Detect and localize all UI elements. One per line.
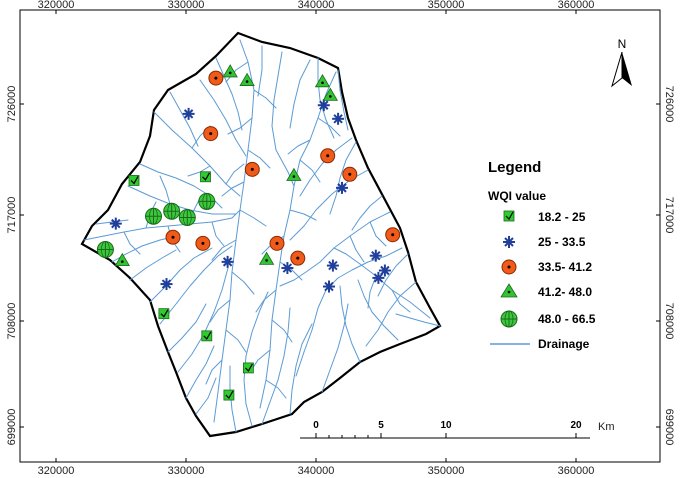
drainage-network — [83, 39, 441, 433]
wqi-point-class-3-10 — [385, 227, 401, 243]
scale-tick-5: 5 — [378, 420, 384, 431]
wqi-point-class-1-3 — [201, 330, 213, 342]
wqi-point-class-5-3 — [163, 202, 181, 220]
wqi-point-class-4-3 — [286, 167, 302, 181]
wqi-point-class-3-1 — [208, 70, 224, 86]
wqi-point-class-4-6 — [322, 87, 338, 101]
north-label: N — [618, 37, 627, 51]
wqi-point-class-2-11 — [369, 249, 382, 262]
wqi-point-class-2-4 — [160, 278, 173, 291]
scale-unit: Km — [598, 421, 615, 433]
x-tick-bottom-4: 350000 — [428, 465, 465, 477]
frame-ticks — [20, 10, 660, 462]
wqi-point-class-3-5 — [195, 235, 211, 251]
wqi-point-class-2-5 — [281, 262, 294, 275]
wqi-point-class-2-1 — [109, 217, 122, 230]
x-tick-bottom-5: 360000 — [558, 465, 595, 477]
y-tick-right-1: 726000 — [663, 86, 675, 123]
x-tick-top-5: 360000 — [558, 0, 595, 11]
wqi-point-class-1-6 — [200, 171, 211, 183]
scale-tick-10: 10 — [440, 420, 452, 431]
legend-label-class-3: 33.5- 41.2 — [538, 260, 592, 274]
wqi-point-class-2-2 — [182, 107, 195, 120]
legend-label-class-2: 25 - 33.5 — [538, 235, 586, 249]
wqi-point-class-4-2 — [239, 72, 255, 86]
wqi-point-class-5-4 — [178, 208, 196, 226]
wqi-point-class-5-1 — [96, 241, 114, 259]
legend: Legend WQI value 18.2 - 25 25 - 33.5 33.… — [488, 159, 596, 351]
legend-title: Legend — [488, 159, 541, 176]
wqi-point-class-3-2 — [203, 126, 219, 142]
scale-bar: 0 5 10 20 Km — [300, 420, 615, 439]
wqi-point-class-2-12 — [378, 264, 391, 277]
y-tick-right-4: 699000 — [663, 409, 675, 446]
y-tick-right-2: 717000 — [663, 197, 675, 234]
x-tick-top-4: 350000 — [428, 0, 465, 11]
wqi-point-class-2-9 — [326, 259, 339, 272]
wqi-point-class-2-8 — [336, 181, 348, 194]
y-tick-left-4: 699000 — [6, 409, 18, 446]
legend-symbol-class-2 — [503, 236, 515, 248]
wqi-point-class-1-5 — [223, 389, 235, 401]
y-tick-left-1: 726000 — [6, 86, 18, 123]
legend-symbol-class-1 — [503, 210, 515, 222]
wqi-point-class-4-7 — [114, 252, 130, 267]
scale-tick-20: 20 — [570, 420, 582, 431]
wqi-point-class-2-6 — [317, 99, 330, 112]
legend-label-class-5: 48.0 - 66.5 — [538, 312, 596, 326]
wqi-point-class-2-13 — [372, 271, 385, 284]
scale-tick-0: 0 — [313, 420, 319, 431]
x-tick-bottom-3: 340000 — [298, 465, 335, 477]
wqi-point-class-4-4 — [258, 251, 275, 265]
legend-symbol-class-3 — [501, 259, 517, 275]
wqi-point-class-3-6 — [269, 235, 285, 251]
wqi-point-class-5-5 — [198, 192, 216, 210]
wqi-point-class-2-10 — [323, 280, 335, 293]
y-tick-left-2: 717000 — [6, 197, 18, 234]
legend-label-class-1: 18.2 - 25 — [538, 210, 586, 224]
north-arrow-icon — [622, 52, 632, 86]
wqi-point-class-1-1 — [128, 175, 140, 186]
legend-label-class-4: 41.2- 48.0 — [538, 285, 592, 299]
x-tick-bottom-1: 320000 — [38, 465, 75, 477]
wqi-point-class-1-4 — [242, 362, 254, 374]
legend-symbol-class-4 — [500, 283, 518, 298]
wqi-point-class-3-3 — [244, 161, 260, 177]
wqi-point-class-3-4 — [165, 229, 181, 245]
wqi-point-class-3-8 — [320, 148, 336, 164]
x-tick-top-3: 340000 — [298, 0, 335, 11]
y-tick-left-3: 708000 — [6, 303, 18, 340]
y-tick-right-3: 708000 — [663, 303, 675, 340]
wqi-point-class-2-7 — [332, 112, 345, 125]
wqi-point-class-2-3 — [221, 255, 234, 268]
legend-subtitle: WQI value — [488, 189, 546, 203]
wqi-point-class-3-7 — [290, 250, 306, 266]
wqi-point-class-3-9 — [342, 166, 358, 182]
wqi-point-class-5-2 — [145, 207, 162, 225]
wqi-point-class-4-5 — [314, 74, 331, 88]
wqi-point-class-4-1 — [222, 64, 238, 78]
watershed-boundary — [80, 31, 442, 438]
wqi-point-class-1-2 — [158, 308, 170, 320]
wqi-points — [96, 64, 401, 401]
x-tick-bottom-2: 330000 — [168, 465, 205, 477]
x-tick-top-2: 330000 — [168, 0, 205, 11]
legend-symbol-class-5 — [500, 310, 518, 328]
legend-label-drainage: Drainage — [538, 337, 590, 351]
north-arrow: N — [611, 37, 632, 88]
x-tick-top-1: 320000 — [38, 0, 75, 11]
